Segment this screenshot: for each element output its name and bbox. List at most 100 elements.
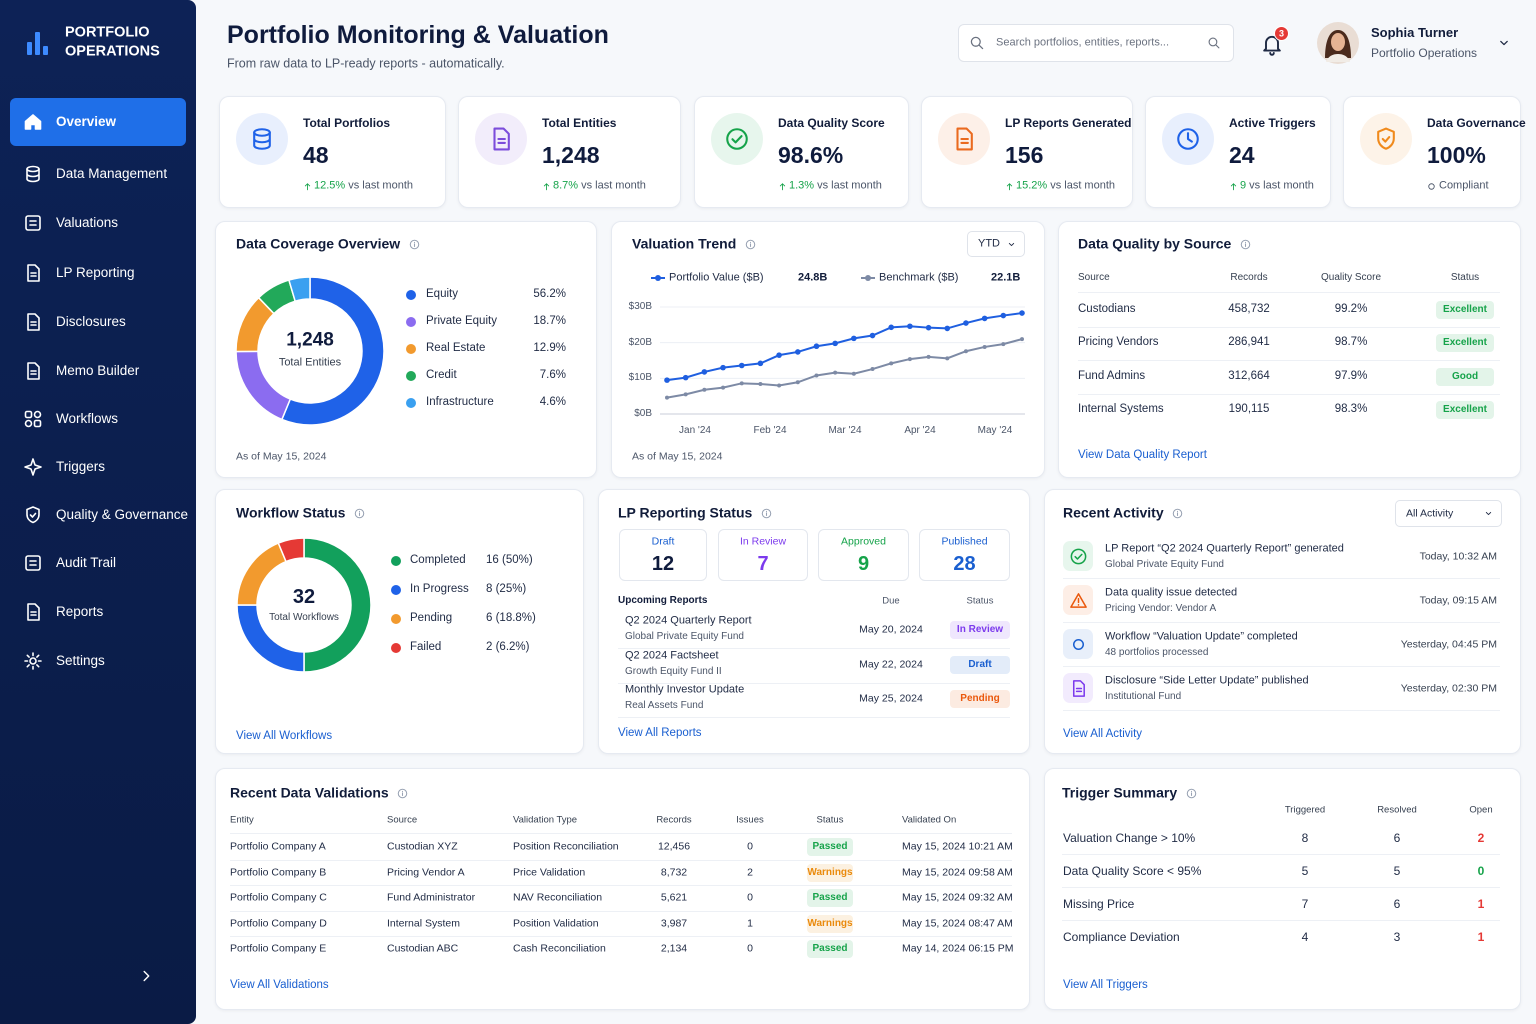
nav-label[interactable]: Audit Trail [56,554,117,570]
report-name: Q2 2024 Factsheet [625,649,719,662]
cell: 1 [1477,896,1485,911]
trigger-name: Data Quality Score < 95% [1063,863,1202,878]
icon [27,603,40,621]
activity-title: Data quality issue detected [1105,586,1238,599]
icon [1008,242,1014,246]
tile-value: 28 [953,553,976,575]
nav-label[interactable]: Data Management [56,165,168,181]
series-point [888,324,895,331]
status-badge [1436,401,1494,420]
donut-center-value: 32 [292,586,316,608]
status-text: Passed [812,892,848,903]
status-badge [1436,301,1494,319]
user-name: Sophia Turner [1371,25,1459,41]
icon-shape [30,272,37,277]
trigger-name: Compliance Deviation [1063,929,1180,944]
cell: 98.3% [1334,403,1368,416]
icon-shape [1172,508,1183,518]
series-point [869,332,876,339]
link[interactable]: View All Triggers [1063,979,1148,992]
icon-shape [978,44,984,50]
nav-label[interactable]: Workflows [56,410,119,426]
cell: Custodian ABC [387,942,459,955]
legend-dot [406,344,416,354]
period-select[interactable] [967,231,1025,257]
kpi-icon-bg [1360,113,1412,165]
legend-label: Failed [410,641,442,654]
cell: 6 [1393,830,1401,845]
icon-shape [726,128,748,150]
link[interactable]: View All Validations [230,979,329,992]
activity-detail: Global Private Equity Fund [1105,559,1224,570]
divider [1078,292,1500,293]
legend-value: 56.2% [533,288,566,301]
nav-label[interactable]: Triggers [56,458,106,474]
cell: 98.7% [1334,336,1368,349]
link[interactable]: View All Workflows [236,730,333,743]
status-tile [919,529,1010,581]
series-point [702,387,707,392]
column-header: Status [966,595,994,607]
cell: Position Validation [513,917,599,930]
icon-shape [1381,136,1391,143]
nav-label[interactable]: Memo Builder [56,362,140,378]
link[interactable]: View All Reports [618,727,702,740]
series-point [870,367,875,372]
status-badge [807,863,853,882]
series-point [832,340,838,347]
divider [230,833,1012,834]
legend-dot [391,585,401,595]
icon [1072,679,1085,697]
icon [24,652,42,670]
nav-label[interactable]: Valuations [56,214,119,230]
link[interactable]: View All Activity [1063,728,1143,741]
column-header: Records [1230,272,1268,283]
card-title: Recent Activity [1063,504,1164,521]
legend-marker [861,275,875,281]
nav-label[interactable]: Quality & Governance [56,506,189,522]
icon [1230,182,1236,190]
logo-bar [35,32,40,55]
cell: Internal Systems [1078,403,1164,416]
column-header: Issues [736,814,764,826]
search-box[interactable] [958,24,1234,62]
nav-label[interactable]: Overview [56,113,117,129]
icon [726,128,748,150]
kpi-note: Compliant [1439,179,1489,192]
nav-label[interactable]: Disclosures [56,313,126,329]
kpi-delta: 12.5% [314,179,346,192]
activity-filter[interactable] [1395,500,1502,527]
cell: 3 [1393,929,1401,944]
logo-bar [27,42,32,55]
nav-label[interactable]: Settings [56,652,105,668]
nav-label[interactable]: LP Reporting [56,264,135,280]
series-point [851,371,856,376]
activity-title: Disclosure “Side Letter Update” publishe… [1105,674,1309,687]
activity-title: LP Report “Q2 2024 Quarterly Report” gen… [1105,542,1344,555]
icon-shape [26,165,40,173]
report-fund: Growth Equity Fund II [625,665,722,677]
series-point [833,370,838,375]
icon [1069,592,1087,608]
logo [27,32,48,55]
avatar-body [1326,54,1350,62]
legend-value: 6 (18.8%) [486,612,536,625]
status-badge [807,914,853,933]
kpi-icon-bg [236,113,288,165]
link[interactable]: View Data Quality Report [1078,449,1207,462]
icon-shape [30,370,37,375]
icon-shape [30,611,37,616]
icon-shape [543,182,549,190]
status-text: Warnings [807,866,853,878]
nav-label[interactable]: Reports [56,603,104,619]
card [1145,96,1331,208]
notification-count: 3 [1278,28,1285,39]
tile-value: 12 [651,553,675,575]
column-header: Records [656,814,692,826]
filter-value: All Activity [1406,507,1454,520]
legend-total: 22.1B [991,271,1021,284]
divider [618,717,1010,719]
icon-shape [1006,182,1012,190]
card [611,221,1045,478]
icon [1172,508,1183,518]
